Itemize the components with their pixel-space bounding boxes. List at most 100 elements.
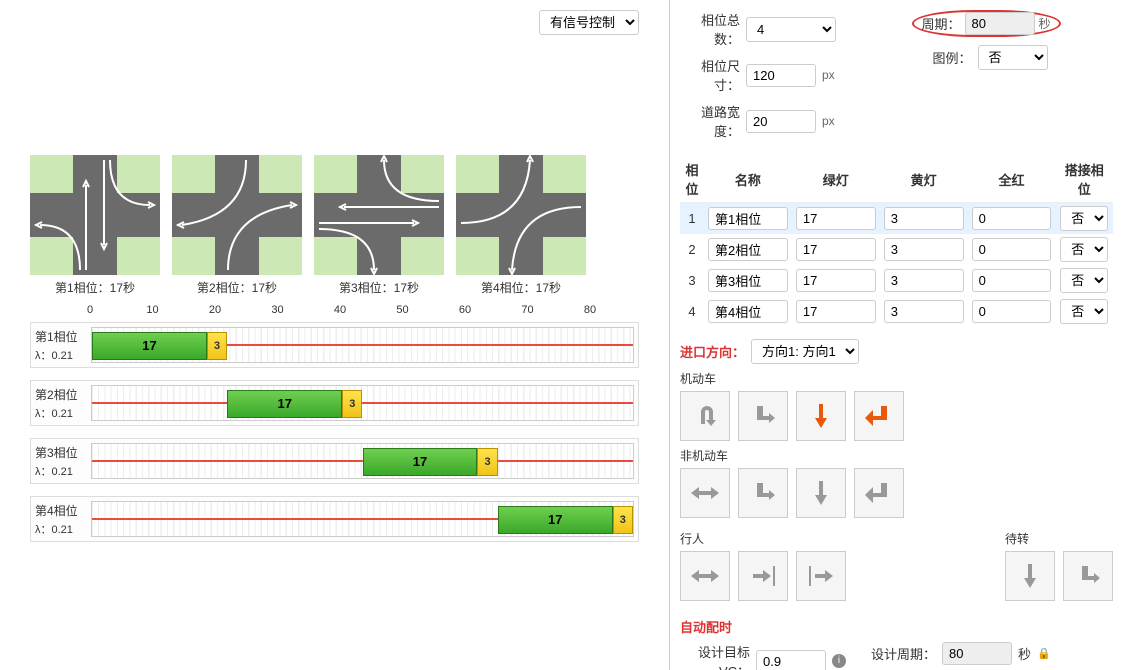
timeline-bar: 173 — [91, 443, 634, 479]
lock-icon[interactable]: 🔒 — [1037, 647, 1051, 660]
table-row[interactable]: 1否 — [680, 203, 1113, 235]
table-header: 全红 — [968, 156, 1056, 203]
entry-dir-label: 进口方向： — [680, 342, 745, 361]
overlap-select[interactable]: 否 — [1060, 299, 1108, 324]
road-width-input[interactable] — [746, 110, 816, 133]
vehicle-buttons — [680, 391, 1113, 441]
green-input[interactable] — [796, 207, 876, 230]
timeline: 01020304050607080 第1相位λ：0.21173第2相位λ：0.2… — [30, 304, 639, 542]
cycle-input[interactable] — [965, 12, 1035, 35]
phase-size-input[interactable] — [746, 64, 816, 87]
left-turn-icon[interactable] — [854, 391, 904, 441]
legend-label: 图例： — [912, 48, 972, 67]
overlap-select[interactable]: 否 — [1060, 206, 1108, 231]
green-input[interactable] — [796, 269, 876, 292]
design-vc-label: 设计目标VC： — [680, 642, 750, 670]
green-input[interactable] — [796, 300, 876, 323]
vehicle-label: 机动车 — [680, 370, 1113, 387]
phase-diagram-2: 第2相位：17秒 — [172, 155, 302, 296]
phase-name-input[interactable] — [708, 300, 788, 323]
wait-straight-icon[interactable] — [1005, 551, 1055, 601]
tick-label: 50 — [396, 304, 408, 316]
table-row[interactable]: 3否 — [680, 265, 1113, 296]
yellow-bar: 3 — [207, 332, 227, 360]
tick-label: 60 — [459, 304, 471, 316]
yellow-input[interactable] — [884, 207, 964, 230]
wait-right-icon[interactable] — [1063, 551, 1113, 601]
overlap-select[interactable]: 否 — [1060, 237, 1108, 262]
timeline-bar: 173 — [91, 501, 634, 537]
pedestrian-buttons — [680, 551, 846, 601]
phase-table: 相位名称绿灯黄灯全红搭接相位 1否2否3否4否 — [680, 156, 1113, 327]
table-header: 搭接相位 — [1055, 156, 1113, 203]
non-vehicle-buttons — [680, 468, 1113, 518]
ped-in-icon[interactable] — [738, 551, 788, 601]
timeline-row-1: 第1相位λ：0.21173 — [30, 322, 639, 368]
cycle-label: 周期： — [922, 14, 961, 33]
nv-straight-icon[interactable] — [796, 468, 846, 518]
phase-count-label: 相位总数： — [680, 10, 740, 48]
uturn-icon[interactable] — [680, 391, 730, 441]
phase-name-input[interactable] — [708, 269, 788, 292]
info-icon[interactable]: i — [832, 654, 846, 668]
tick-label: 80 — [584, 304, 596, 316]
overlap-select[interactable]: 否 — [1060, 268, 1108, 293]
red-input[interactable] — [972, 300, 1052, 323]
timeline-bar: 173 — [91, 385, 634, 421]
timeline-bar: 173 — [91, 327, 634, 363]
yellow-input[interactable] — [884, 300, 964, 323]
green-bar: 17 — [498, 506, 613, 534]
yellow-input[interactable] — [884, 269, 964, 292]
phase-name-input[interactable] — [708, 207, 788, 230]
design-cycle-input[interactable] — [942, 642, 1012, 665]
auto-timing-title: 自动配时 — [680, 617, 1113, 636]
timeline-row-3: 第3相位λ：0.21173 — [30, 438, 639, 484]
waiting-buttons — [1005, 551, 1113, 601]
green-bar: 17 — [92, 332, 207, 360]
phase-diagram-3: 第3相位：17秒 — [314, 155, 444, 296]
road-width-label: 道路宽度： — [680, 102, 740, 140]
signal-control-select[interactable]: 有信号控制 — [539, 10, 639, 35]
yellow-input[interactable] — [884, 238, 964, 261]
table-row[interactable]: 2否 — [680, 234, 1113, 265]
cycle-highlight: 周期： 秒 — [912, 10, 1061, 37]
legend-select[interactable]: 否 — [978, 45, 1048, 70]
tick-label: 30 — [271, 304, 283, 316]
left-panel: 有信号控制 第1相位：17秒第2相位：17秒第3相位：17秒第4相位：17秒 0… — [0, 0, 670, 670]
table-header: 绿灯 — [792, 156, 880, 203]
phase-name-input[interactable] — [708, 238, 788, 261]
table-header: 黄灯 — [880, 156, 968, 203]
waiting-label: 待转 — [1005, 530, 1113, 547]
red-input[interactable] — [972, 207, 1052, 230]
right-turn-icon[interactable] — [738, 391, 788, 441]
ped-out-icon[interactable] — [796, 551, 846, 601]
yellow-bar: 3 — [613, 506, 633, 534]
nv-both-icon[interactable] — [680, 468, 730, 518]
tick-label: 70 — [521, 304, 533, 316]
tick-label: 0 — [87, 304, 93, 316]
table-row[interactable]: 4否 — [680, 296, 1113, 327]
green-bar: 17 — [227, 390, 342, 418]
red-input[interactable] — [972, 269, 1052, 292]
entry-dir-select[interactable]: 方向1: 方向1 — [751, 339, 859, 364]
tick-label: 20 — [209, 304, 221, 316]
phase-size-label: 相位尺寸： — [680, 56, 740, 94]
phase-diagram-1: 第1相位：17秒 — [30, 155, 160, 296]
green-input[interactable] — [796, 238, 876, 261]
timeline-row-2: 第2相位λ：0.21173 — [30, 380, 639, 426]
table-header: 名称 — [704, 156, 792, 203]
straight-icon[interactable] — [796, 391, 846, 441]
phase-diagram-4: 第4相位：17秒 — [456, 155, 586, 296]
nv-right-icon[interactable] — [738, 468, 788, 518]
red-input[interactable] — [972, 238, 1052, 261]
yellow-bar: 3 — [477, 448, 497, 476]
design-cycle-label: 设计周期： — [866, 644, 936, 663]
green-bar: 17 — [363, 448, 478, 476]
timeline-row-4: 第4相位λ：0.21173 — [30, 496, 639, 542]
non-vehicle-label: 非机动车 — [680, 447, 1113, 464]
design-vc-input[interactable] — [756, 650, 826, 670]
phase-count-select[interactable]: 4 — [746, 17, 836, 42]
ped-both-icon[interactable] — [680, 551, 730, 601]
yellow-bar: 3 — [342, 390, 362, 418]
nv-left-icon[interactable] — [854, 468, 904, 518]
